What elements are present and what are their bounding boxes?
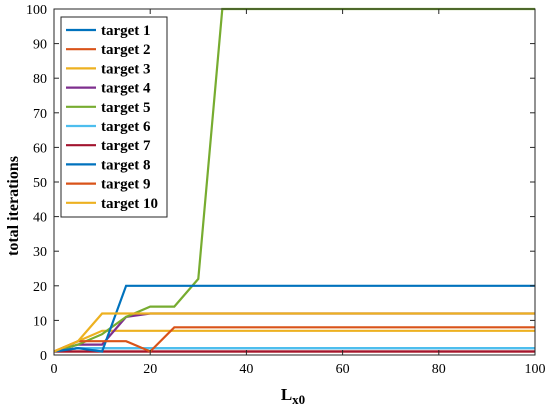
x-tick-label: 20 [143,362,157,377]
legend-label: target 3 [101,61,151,77]
axis-ticks: 0 20 40 60 80 100 0 10 20 30 40 50 60 70 80 90 100 [26,3,546,377]
series-line-8 [53,284,535,353]
legend-label: target 2 [101,42,151,58]
legend-label: target 5 [101,100,151,116]
x-axis-label-main: L [281,385,292,404]
x-tick-label: 60 [336,362,350,377]
plot-lines [53,7,535,353]
y-tick-label: 80 [33,72,47,87]
y-axis-label: total iterations [5,156,22,256]
legend: target 1 target 2 target 3 target 4 target 5… [60,16,168,218]
y-tick-label: 10 [33,314,47,329]
y-tick-label: 30 [33,245,47,260]
y-tick-label: 0 [40,349,47,364]
legend-label: target 8 [101,157,151,173]
y-tick-label: 90 [33,38,47,53]
y-tick-label: 40 [33,211,47,226]
legend-label: target 1 [101,23,151,39]
series-line-10 [53,312,535,353]
legend-label: target 9 [101,177,151,193]
legend-label: target 7 [101,138,151,154]
y-tick-label: 100 [26,3,47,18]
legend-label: target 10 [101,196,158,212]
x-tick-label: 40 [239,362,253,377]
x-tick-label: 0 [51,362,58,377]
y-tick-label: 60 [33,141,47,156]
x-tick-label: 100 [525,362,546,377]
legend-label: target 6 [101,119,151,135]
x-tick-label: 80 [432,362,446,377]
x-axis-label-subscript: x0 [292,392,305,407]
y-tick-label: 50 [33,176,47,191]
y-tick-label: 20 [33,280,47,295]
legend-label: target 4 [101,81,151,97]
x-axis-label: Lx0 [281,385,305,407]
y-tick-label: 70 [33,107,47,122]
